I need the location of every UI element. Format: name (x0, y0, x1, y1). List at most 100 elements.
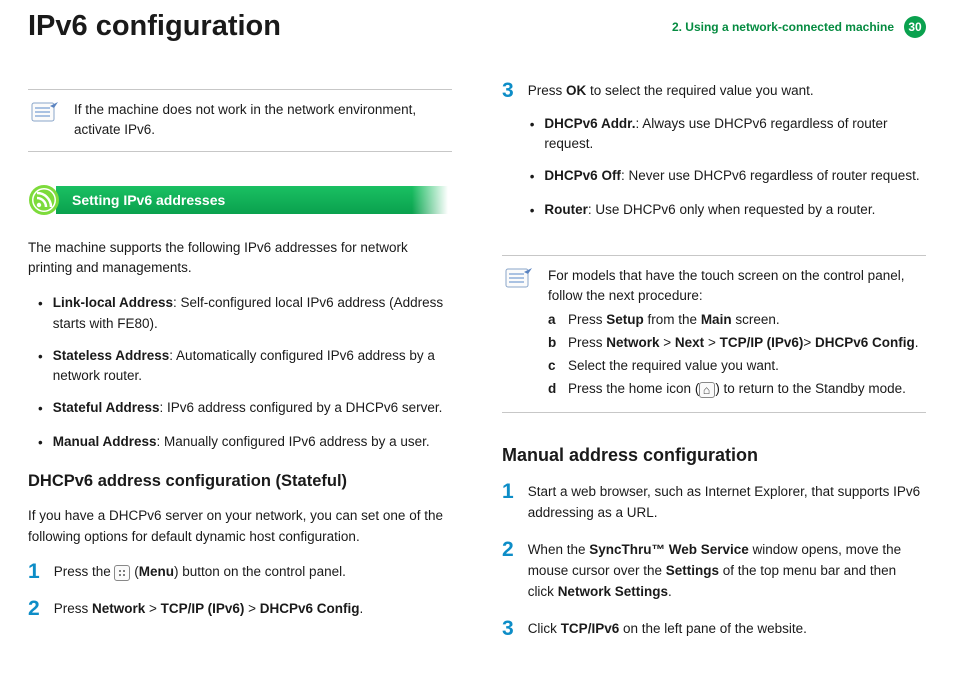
item-label: Manual Address (53, 434, 157, 449)
step-number: 1 (28, 560, 40, 583)
option-list: • DHCPv6 Addr.: Always use DHCPv6 regard… (530, 114, 926, 221)
label: TCP/IPv6 (561, 621, 620, 636)
step-letter: b (548, 333, 560, 354)
text: Click (528, 621, 561, 636)
text: ) button on the control panel. (174, 564, 346, 579)
bullet: • (530, 167, 535, 187)
list-item: • Stateless Address: Automatically confi… (38, 346, 452, 387)
bullet: • (530, 115, 535, 155)
section-banner: Setting IPv6 addresses (28, 184, 452, 216)
page-title: IPv6 configuration (28, 10, 281, 43)
step-3: 3 Press OK to select the required value … (502, 81, 926, 239)
step-number: 2 (28, 597, 40, 620)
bullet: • (530, 201, 535, 221)
list-item: • Router: Use DHCPv6 only when requested… (530, 200, 926, 221)
item-label: Router (544, 202, 588, 217)
step-number: 1 (502, 480, 514, 524)
text: > (660, 335, 675, 350)
banner-title: Setting IPv6 addresses (56, 186, 452, 214)
item-label: DHCPv6 Addr. (544, 116, 635, 131)
step-1: 1 Press the (Menu) button on the control… (28, 562, 452, 583)
ok-label: OK (566, 83, 586, 98)
text: . (360, 601, 364, 616)
step-letter: a (548, 310, 560, 331)
text: Press (54, 601, 92, 616)
text: Press the (54, 564, 115, 579)
text: > (244, 601, 259, 616)
text: Press (528, 83, 566, 98)
label: Network Settings (558, 584, 668, 599)
text: Press the home icon ( (568, 381, 699, 396)
step-number: 3 (502, 79, 514, 239)
text: Select the required value you want. (568, 356, 779, 377)
list-item: • Stateful Address: IPv6 address configu… (38, 398, 452, 419)
note-icon (504, 266, 534, 292)
step-number: 3 (502, 617, 514, 640)
step-body: When the SyncThru™ Web Service window op… (528, 540, 926, 603)
label: Next (675, 335, 704, 350)
dhcp-intro: If you have a DHCPv6 server on your netw… (28, 506, 452, 548)
note-box: For models that have the touch screen on… (502, 255, 926, 413)
note-content: For models that have the touch screen on… (548, 266, 922, 402)
dhcp-heading: DHCPv6 address configuration (Stateful) (28, 471, 452, 492)
item-label: Link-local Address (53, 295, 173, 310)
text: to select the required value you want. (586, 83, 813, 98)
home-icon (699, 382, 715, 398)
step-body: Press Network > TCP/IP (IPv6) > DHCPv6 C… (54, 599, 452, 620)
text: . (915, 335, 919, 350)
note-box: If the machine does not work in the netw… (28, 89, 452, 152)
list-item: • DHCPv6 Off: Never use DHCPv6 regardles… (530, 166, 926, 187)
right-column: 3 Press OK to select the required value … (502, 81, 926, 656)
label: Main (701, 312, 732, 327)
bullet: • (38, 347, 43, 387)
nav-label: TCP/IP (IPv6) (161, 601, 245, 616)
sub-step-c: c Select the required value you want. (548, 356, 922, 377)
list-item: • DHCPv6 Addr.: Always use DHCPv6 regard… (530, 114, 926, 155)
sub-step-b: b Press Network > Next > TCP/IP (IPv6)> … (548, 333, 922, 354)
bullet: • (38, 433, 43, 453)
item-label: Stateless Address (53, 348, 170, 363)
list-item: • Manual Address: Manually configured IP… (38, 432, 452, 453)
label: TCP/IP (IPv6) (720, 335, 804, 350)
text: Press (568, 335, 606, 350)
list-item: • Link-local Address: Self-configured lo… (38, 293, 452, 334)
item-desc: : Use DHCPv6 only when requested by a ro… (588, 202, 875, 217)
text: > (704, 335, 719, 350)
text: ) to return to the Standby mode. (715, 381, 906, 396)
menu-label: Menu (139, 564, 174, 579)
manual-step-3: 3 Click TCP/IPv6 on the left pane of the… (502, 619, 926, 640)
menu-button-icon (114, 565, 130, 581)
page-number-badge: 30 (904, 16, 926, 38)
text: > (145, 601, 160, 616)
sub-step-d: d Press the home icon ( ) to return to th… (548, 379, 922, 400)
header-right: 2. Using a network-connected machine 30 (672, 16, 926, 38)
step-2: 2 Press Network > TCP/IP (IPv6) > DHCPv6… (28, 599, 452, 620)
item-desc: : Manually configured IPv6 address by a … (157, 434, 430, 449)
address-type-list: • Link-local Address: Self-configured lo… (38, 293, 452, 453)
nav-label: DHCPv6 Config (260, 601, 360, 616)
left-column: If the machine does not work in the netw… (28, 81, 452, 656)
text: screen. (732, 312, 780, 327)
text: When the (528, 542, 590, 557)
text: . (668, 584, 672, 599)
label: DHCPv6 Config (815, 335, 915, 350)
label: SyncThru™ Web Service (589, 542, 749, 557)
step-number: 2 (502, 538, 514, 603)
label: Network (606, 335, 659, 350)
manual-step-1: 1 Start a web browser, such as Internet … (502, 482, 926, 524)
rss-icon (28, 184, 60, 216)
text: > (803, 335, 815, 350)
note-intro: For models that have the touch screen on… (548, 266, 922, 307)
text: on the left pane of the website. (619, 621, 807, 636)
intro-text: The machine supports the following IPv6 … (28, 238, 452, 280)
chapter-label: 2. Using a network-connected machine (672, 20, 894, 34)
step-body: Start a web browser, such as Internet Ex… (528, 482, 926, 524)
item-desc: : Never use DHCPv6 regardless of router … (621, 168, 920, 183)
label: Settings (666, 563, 719, 578)
step-body: Press OK to select the required value yo… (528, 81, 926, 239)
step-body: Click TCP/IPv6 on the left pane of the w… (528, 619, 926, 640)
sub-step-a: a Press Setup from the Main screen. (548, 310, 922, 331)
item-desc: : IPv6 address configured by a DHCPv6 se… (160, 400, 443, 415)
page-header: IPv6 configuration 2. Using a network-co… (28, 0, 926, 43)
step-letter: d (548, 379, 560, 400)
